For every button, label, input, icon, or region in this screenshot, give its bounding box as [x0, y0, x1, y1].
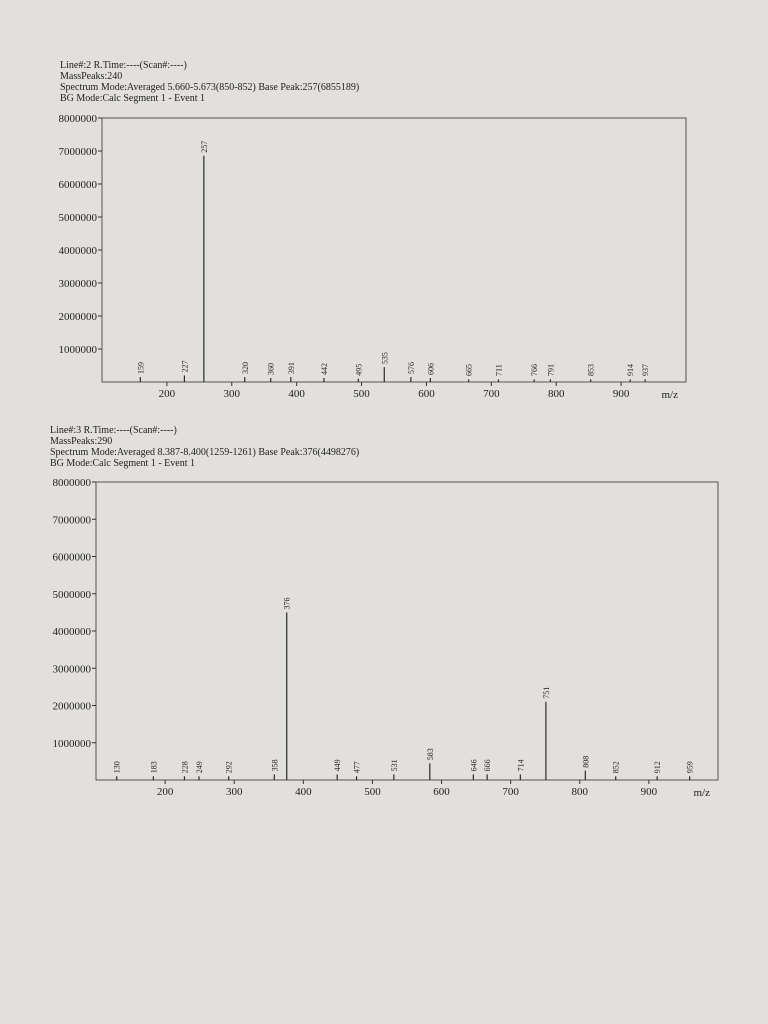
y-tick-label: 4000000	[53, 626, 92, 638]
peak-label: 531	[390, 759, 399, 771]
peak-label: 666	[483, 759, 492, 771]
peak-label: 449	[333, 759, 342, 771]
peak-label: 227	[180, 360, 189, 372]
header-line: BG Mode:Calc Segment 1 - Event 1	[60, 93, 205, 104]
peak-label: 791	[546, 364, 555, 376]
peak-label: 257	[200, 141, 209, 153]
y-tick-label: 8000000	[53, 477, 92, 489]
x-tick-label: 400	[295, 786, 312, 798]
y-tick-label: 2000000	[59, 311, 98, 323]
x-tick-label: 700	[483, 388, 500, 400]
header-line: Line#:2 R.Time:----(Scan#:----)	[60, 60, 187, 71]
x-tick-label: 200	[159, 388, 176, 400]
x-tick-label: 900	[641, 786, 658, 798]
x-tick-label: 300	[226, 786, 243, 798]
header-line: Line#:3 R.Time:----(Scan#:----)	[50, 425, 177, 436]
y-tick-label: 3000000	[53, 663, 92, 675]
peak-label: 228	[180, 761, 189, 773]
peak-label: 535	[380, 352, 389, 364]
header-line: MassPeaks:240	[60, 71, 122, 82]
peak-label: 711	[494, 364, 503, 376]
peak-label: 937	[641, 364, 650, 376]
y-tick-label: 2000000	[53, 701, 92, 713]
y-tick-label: 5000000	[53, 589, 92, 601]
peak-label: 376	[283, 597, 292, 609]
peak-label: 914	[626, 364, 635, 376]
peak-label: 583	[426, 748, 435, 760]
header-line: BG Mode:Calc Segment 1 - Event 1	[50, 458, 195, 469]
peak-label: 320	[241, 362, 250, 374]
y-tick-label: 1000000	[59, 344, 98, 356]
peak-label: 646	[469, 759, 478, 771]
x-tick-label: 600	[433, 786, 450, 798]
x-tick-label: 600	[418, 388, 435, 400]
y-tick-label: 4000000	[59, 245, 98, 257]
x-tick-label: 200	[157, 786, 174, 798]
y-tick-label: 6000000	[53, 552, 92, 564]
x-tick-label: 500	[353, 388, 370, 400]
y-tick-label: 7000000	[53, 514, 92, 526]
peak-label: 477	[353, 761, 362, 773]
x-tick-label: 800	[572, 786, 589, 798]
x-axis-label: m/z	[662, 389, 679, 401]
header-line: MassPeaks:290	[50, 436, 112, 447]
y-tick-label: 6000000	[59, 179, 98, 191]
x-tick-label: 900	[613, 388, 630, 400]
peak-label: 358	[270, 759, 279, 771]
y-tick-label: 5000000	[59, 212, 98, 224]
x-tick-label: 700	[502, 786, 519, 798]
peak-label: 249	[195, 761, 204, 773]
header-line: Spectrum Mode:Averaged 8.387-8.400(1259-…	[50, 447, 359, 458]
peak-label: 766	[530, 364, 539, 376]
y-tick-label: 8000000	[59, 113, 98, 125]
peak-label: 442	[320, 363, 329, 375]
peak-label: 959	[686, 761, 695, 773]
peak-label: 912	[653, 761, 662, 773]
peak-label: 130	[113, 761, 122, 773]
peak-label: 606	[426, 363, 435, 375]
peak-label: 808	[581, 756, 590, 768]
peak-label: 360	[267, 363, 276, 375]
header-line: Spectrum Mode:Averaged 5.660-5.673(850-8…	[60, 82, 359, 93]
peak-label: 391	[287, 362, 296, 374]
peak-label: 853	[587, 364, 596, 376]
y-tick-label: 3000000	[59, 278, 98, 290]
peak-label: 852	[612, 761, 621, 773]
peak-label: 183	[149, 761, 158, 773]
x-tick-label: 300	[224, 388, 241, 400]
peak-label: 714	[516, 759, 525, 771]
x-axis-label: m/z	[694, 787, 711, 799]
peak-label: 665	[465, 364, 474, 376]
peak-label: 159	[136, 362, 145, 374]
x-tick-label: 500	[364, 786, 381, 798]
x-tick-label: 800	[548, 388, 565, 400]
y-tick-label: 1000000	[53, 738, 92, 750]
y-tick-label: 7000000	[59, 146, 98, 158]
peak-label: 576	[407, 362, 416, 374]
peak-label: 495	[354, 364, 363, 376]
peak-label: 751	[542, 687, 551, 699]
x-tick-label: 400	[288, 388, 305, 400]
peak-label: 292	[225, 761, 234, 773]
